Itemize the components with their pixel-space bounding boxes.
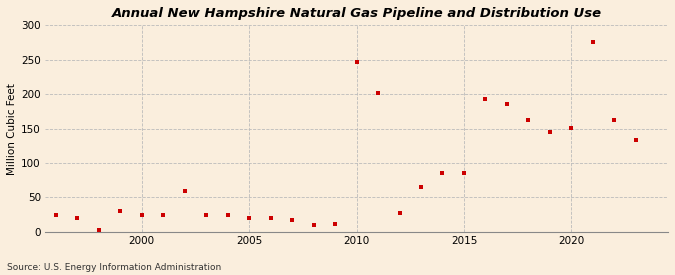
Title: Annual New Hampshire Natural Gas Pipeline and Distribution Use: Annual New Hampshire Natural Gas Pipelin… [111, 7, 601, 20]
Point [180, 188, 190, 193]
Point [587, 40, 598, 45]
Text: Source: U.S. Energy Information Administration: Source: U.S. Energy Information Administ… [7, 263, 221, 272]
Point [373, 91, 383, 96]
Point [566, 126, 576, 130]
Point [437, 171, 448, 175]
Point [51, 213, 61, 217]
Point [136, 213, 147, 217]
Point [416, 185, 427, 189]
Point [329, 221, 340, 226]
Point [244, 216, 254, 220]
Point [502, 102, 512, 107]
Point [394, 211, 405, 216]
Point [93, 228, 104, 232]
Point [115, 209, 126, 213]
Point [458, 171, 469, 175]
Point [158, 213, 169, 217]
Point [265, 216, 276, 220]
Point [630, 138, 641, 142]
Point [308, 223, 319, 227]
Point [351, 60, 362, 64]
Point [609, 118, 620, 123]
Point [287, 218, 298, 222]
Point [523, 117, 534, 122]
Point [200, 213, 211, 217]
Point [222, 213, 233, 217]
Point [72, 216, 82, 220]
Point [545, 130, 556, 134]
Y-axis label: Million Cubic Feet: Million Cubic Feet [7, 83, 17, 175]
Point [480, 97, 491, 101]
